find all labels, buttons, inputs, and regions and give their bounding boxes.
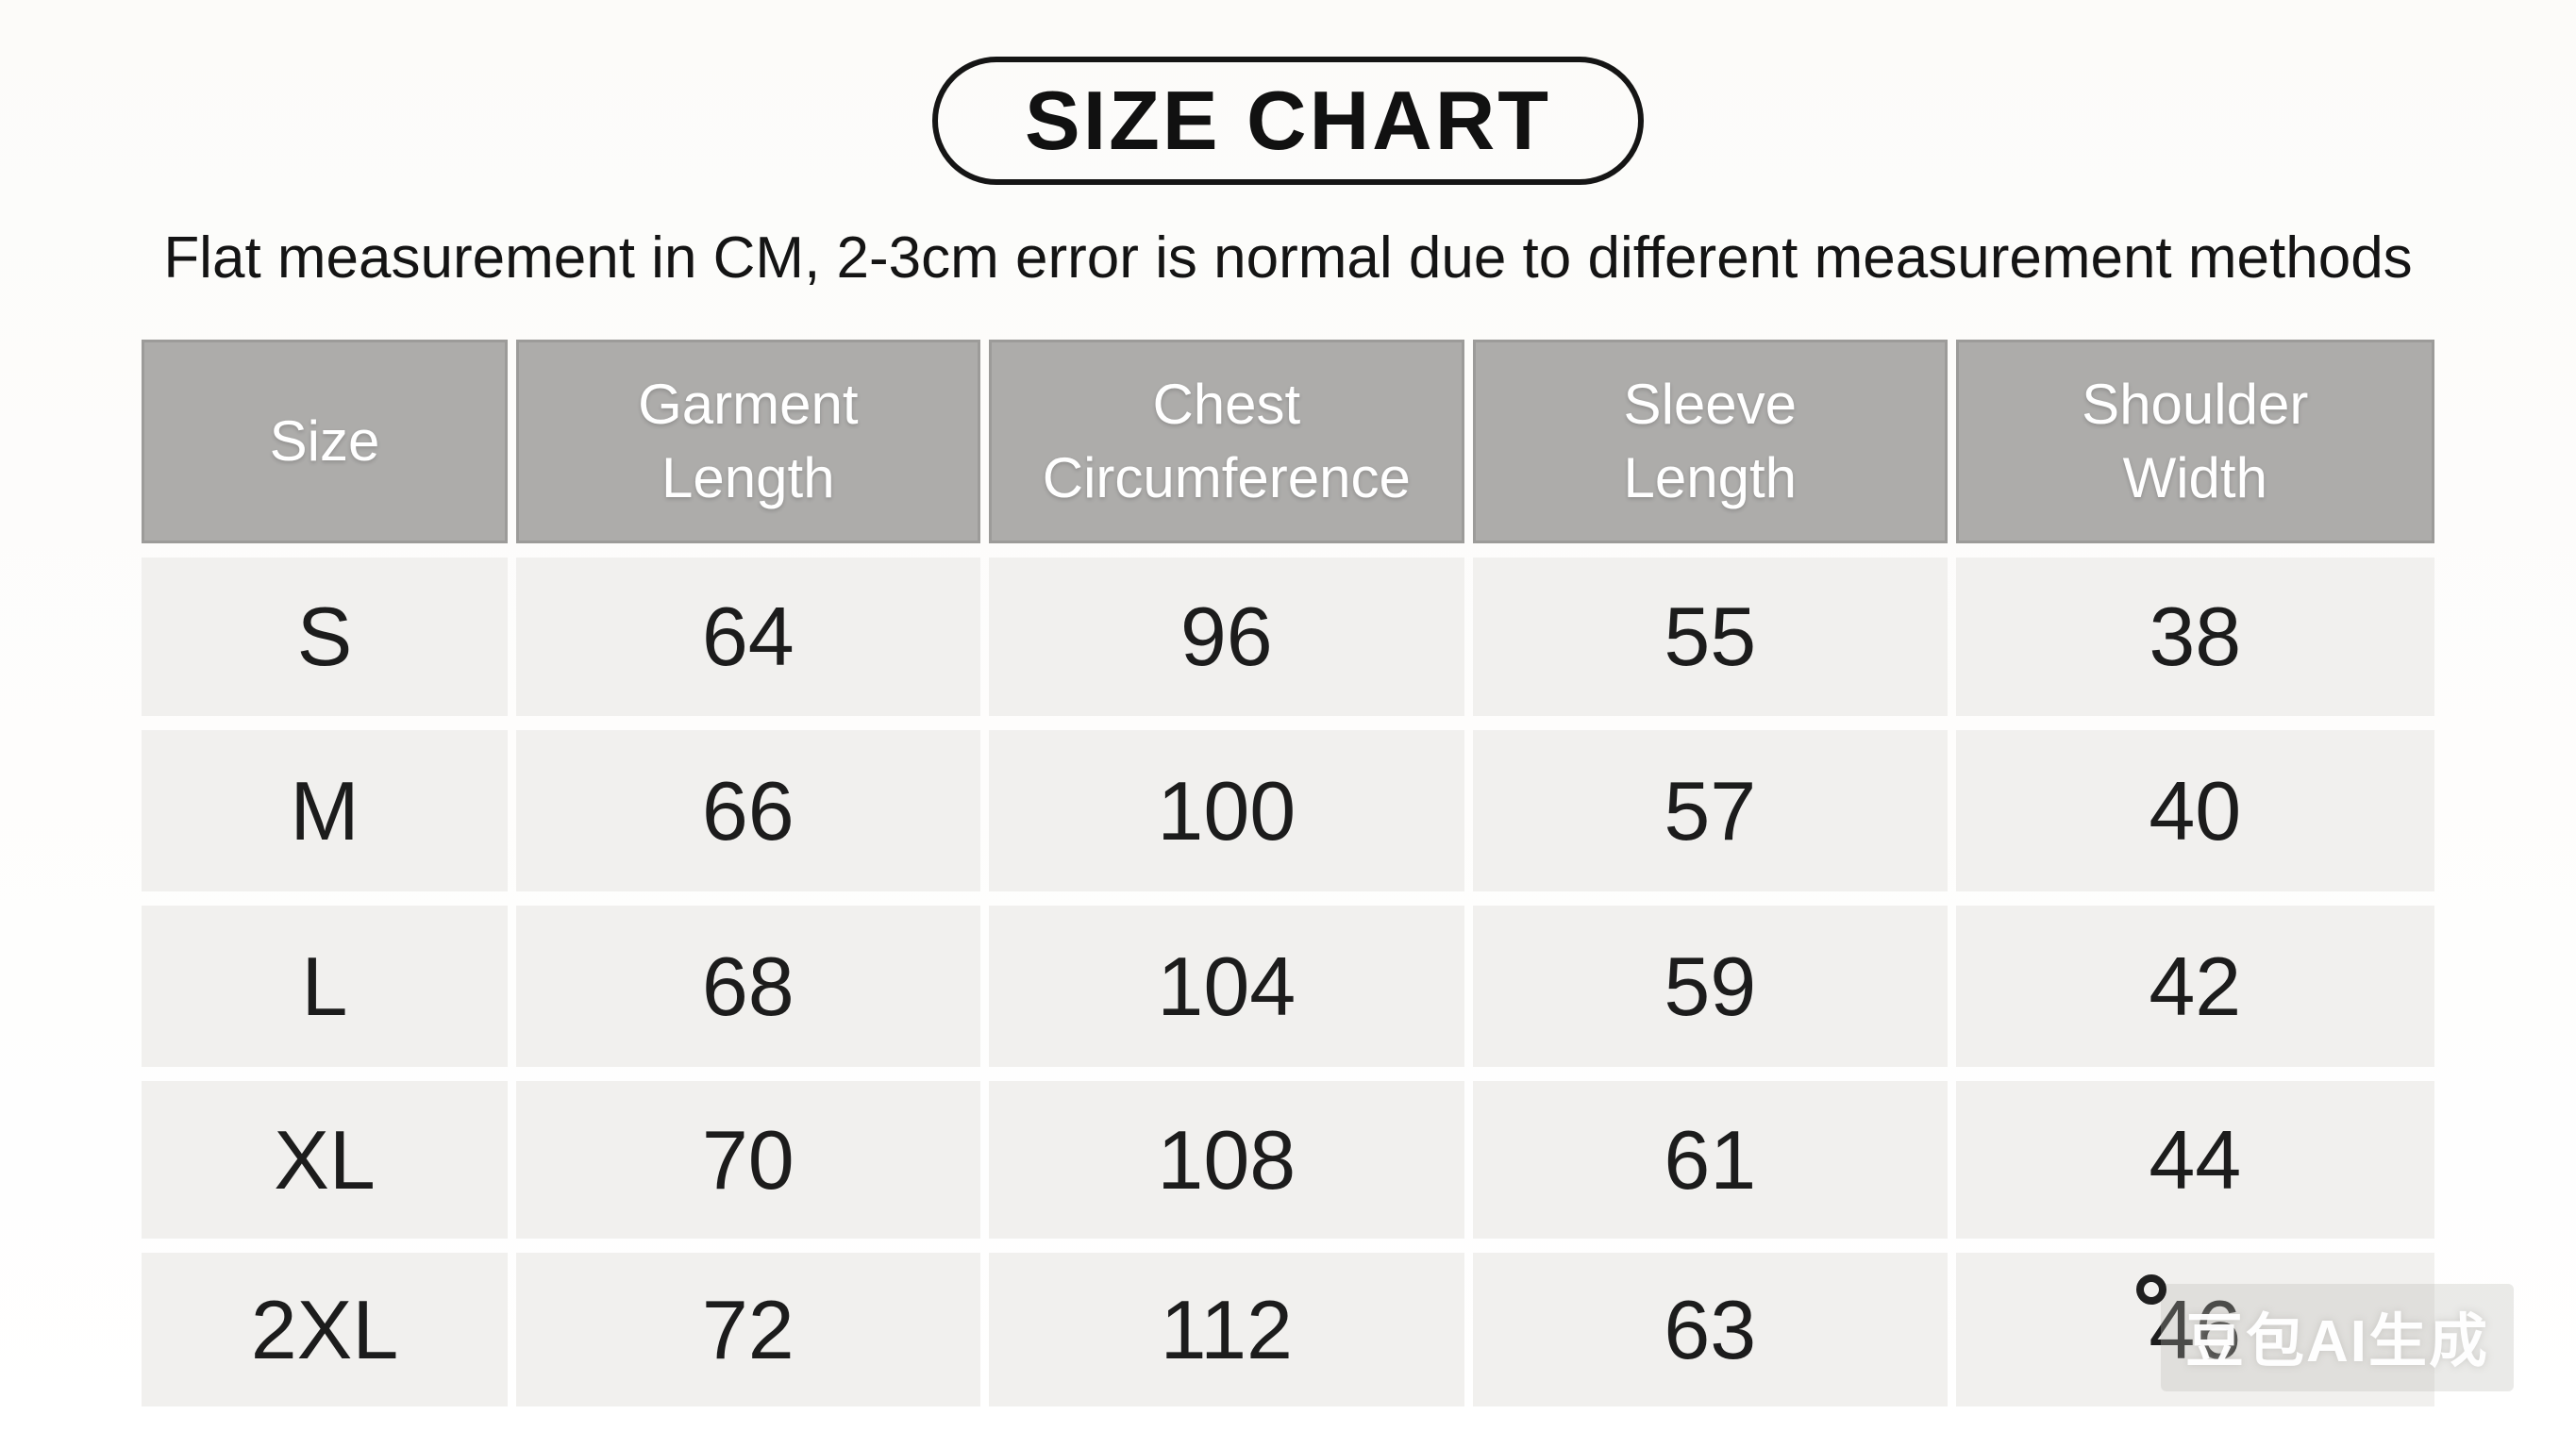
header-shoulder-width: Shoulder Width (1955, 340, 2434, 543)
watermark-text: 豆包AI生成 (2184, 1309, 2489, 1374)
size-label-cell: L (142, 906, 509, 1067)
measurement-note: Flat measurement in CM, 2-3cm error is n… (163, 225, 2413, 291)
measurement-cell: 64 (516, 558, 980, 716)
size-label-cell: S (142, 558, 509, 716)
measurement-cell: 96 (988, 558, 1465, 716)
header-chest-circumference: Chest Circumference (988, 340, 1465, 543)
measurement-cell: 46 (1955, 1253, 2434, 1406)
measurement-cell: 44 (1955, 1081, 2434, 1239)
measurement-cell: 38 (1955, 558, 2434, 716)
measurement-cell: 66 (516, 730, 980, 891)
measurement-cell: 70 (516, 1081, 980, 1239)
measurement-cell: 72 (516, 1253, 980, 1406)
measurement-cell: 61 (1473, 1081, 1948, 1239)
size-table: Size Garment Length Chest Circumference … (142, 340, 2434, 1406)
title-pill: SIZE CHART (932, 57, 1644, 185)
size-label-cell: XL (142, 1081, 509, 1239)
measurement-cell: 104 (988, 906, 1465, 1067)
measurement-cell: 63 (1473, 1253, 1948, 1406)
measurement-cell: 55 (1473, 558, 1948, 716)
measurement-cell: 40 (1955, 730, 2434, 891)
measurement-cell: 57 (1473, 730, 1948, 891)
watermark: 豆包AI生成 (2135, 1274, 2514, 1391)
measurement-cell: 108 (988, 1081, 1465, 1239)
measurement-cell: 68 (516, 906, 980, 1067)
measurement-cell: 59 (1473, 906, 1948, 1067)
measurement-cell: 112 (988, 1253, 1465, 1406)
header-size: Size (142, 340, 509, 543)
size-label-cell: 2XL (142, 1253, 509, 1406)
header-garment-length: Garment Length (516, 340, 980, 543)
logo-ring-icon (2135, 1274, 2166, 1305)
measurement-cell: 42 (1955, 906, 2434, 1067)
size-label-cell: M (142, 730, 509, 891)
header-sleeve-length: Sleeve Length (1473, 340, 1948, 543)
page-title: SIZE CHART (1025, 74, 1551, 167)
measurement-cell: 100 (988, 730, 1465, 891)
